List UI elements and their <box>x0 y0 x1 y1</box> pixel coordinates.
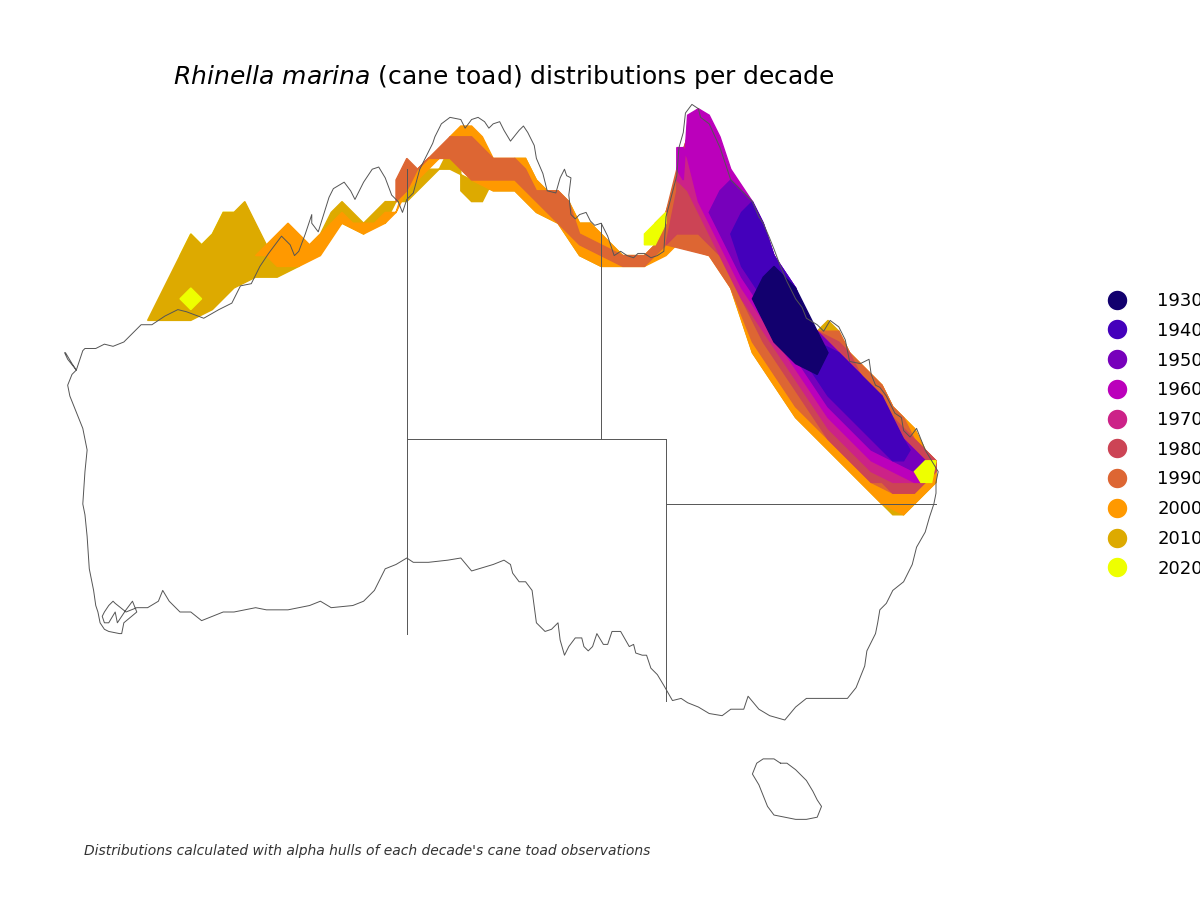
Polygon shape <box>677 115 931 482</box>
Text: $\it{Rhinella\ marina}$ (cane toad) distributions per decade: $\it{Rhinella\ marina}$ (cane toad) dist… <box>173 63 835 91</box>
Polygon shape <box>180 288 202 310</box>
Polygon shape <box>752 266 828 374</box>
Polygon shape <box>65 104 938 720</box>
Polygon shape <box>731 202 910 461</box>
Polygon shape <box>644 212 666 245</box>
Polygon shape <box>752 759 822 819</box>
Polygon shape <box>666 115 936 493</box>
Polygon shape <box>914 461 936 482</box>
Polygon shape <box>148 109 936 515</box>
Polygon shape <box>180 212 277 288</box>
Polygon shape <box>396 158 418 202</box>
Polygon shape <box>752 759 822 819</box>
Polygon shape <box>677 109 931 482</box>
Polygon shape <box>709 180 925 472</box>
Legend: 1930s, 1940s, 1950s, 1960s, 1970s, 1980s, 1990s, 2000s, 2010s, 2020s: 1930s, 1940s, 1950s, 1960s, 1970s, 1980s… <box>1092 284 1200 585</box>
Polygon shape <box>256 115 936 515</box>
Polygon shape <box>418 115 936 493</box>
Text: Distributions calculated with alpha hulls of each decade's cane toad observation: Distributions calculated with alpha hull… <box>84 844 650 858</box>
